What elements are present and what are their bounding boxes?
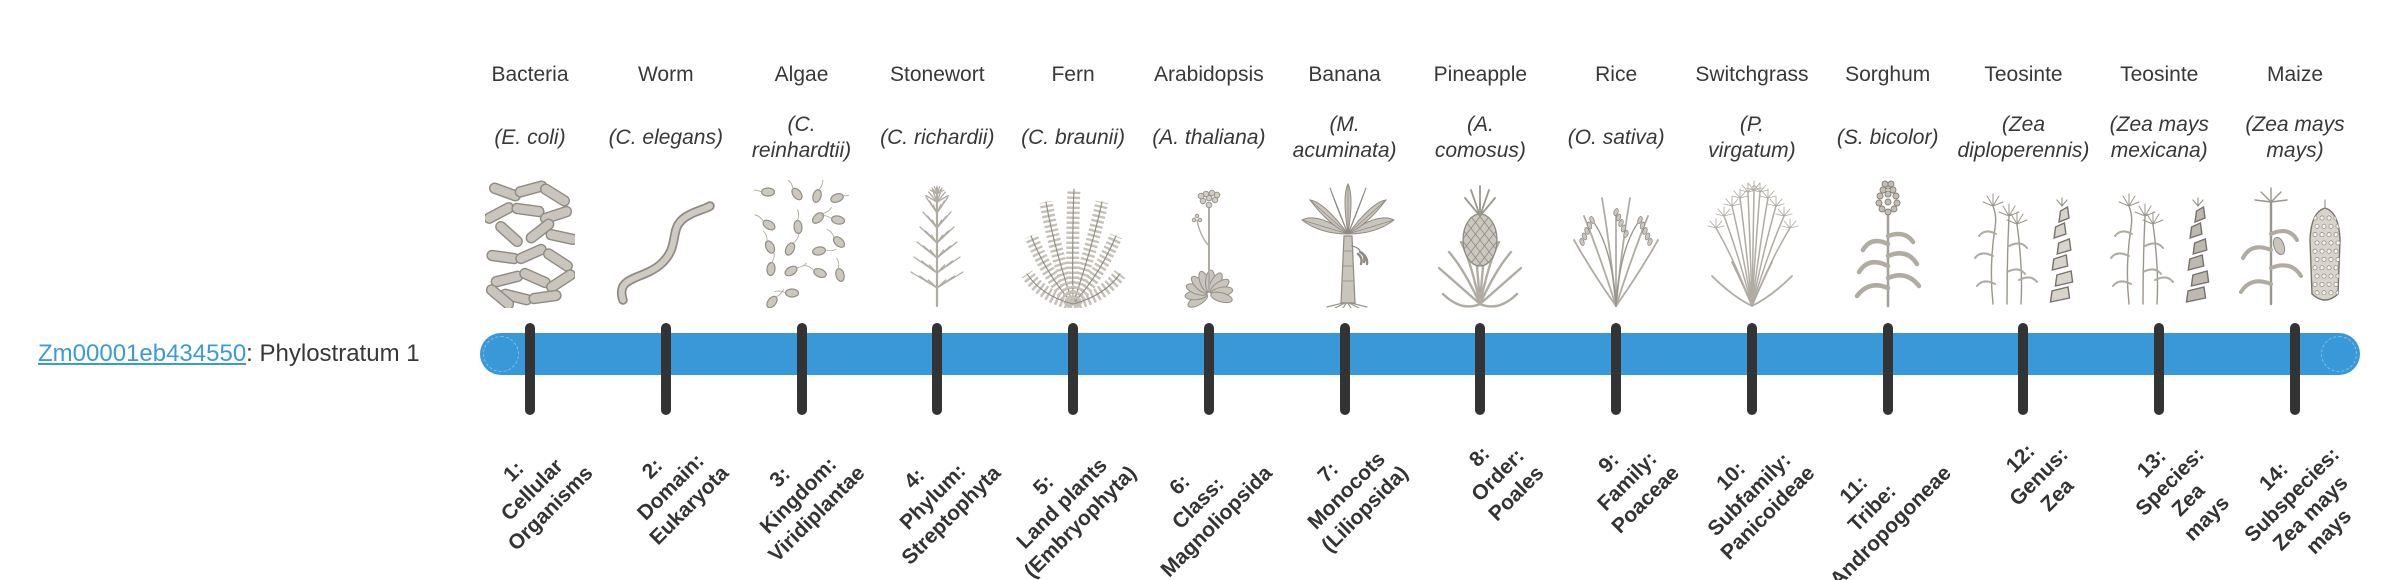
tick-mark	[1203, 323, 1214, 415]
organism-species: (Zea mays mays)	[2245, 112, 2345, 162]
gene-label: Zm00001eb434550: Phylostratum 1	[38, 340, 420, 368]
organism-species: (C. braunii)	[1021, 125, 1126, 149]
organism-illustration-holder	[2220, 166, 2370, 308]
organism-species: (O. sativa)	[1567, 125, 1665, 149]
organism-name: Switchgrass	[1695, 63, 1809, 86]
maize-illustration	[2239, 187, 2341, 306]
phylostratum-label: 8: Order: Poales	[1464, 442, 1549, 526]
organism-species: (S. bicolor)	[1836, 125, 1939, 149]
organism-species: (M. acuminata)	[1292, 112, 1397, 162]
organism-name: Sorghum	[1845, 63, 1931, 86]
organism-species: (A. comosus)	[1434, 112, 1526, 162]
organism-name: Pineapple	[1433, 63, 1528, 86]
phylostratum-label: 2: Domain: Eukaryota	[633, 449, 734, 550]
organism-name: Arabidopsis	[1153, 63, 1264, 86]
phylostratum-label: 6: Class: Magnoliopsida	[1156, 461, 1277, 580]
phylostratum-label: 14: Subspecies: Zea mays mays	[2240, 443, 2357, 559]
phylostratum-label: 11: Tribe: Andropogoneae	[1825, 461, 1956, 580]
gene-id-link[interactable]: Zm00001eb434550	[38, 340, 247, 367]
organism-name: Algae	[774, 63, 829, 86]
stonewort-illustration	[910, 185, 964, 308]
arabidopsis-illustration	[1184, 189, 1234, 308]
organism-species: (A. thaliana)	[1152, 125, 1266, 149]
tick-mark	[2154, 323, 2165, 415]
tick-mark	[1339, 323, 1350, 415]
phylostratum-label: 12: Genus: Zea	[2001, 439, 2079, 517]
organism-name: Rice	[1595, 63, 1638, 86]
tick-mark	[660, 323, 671, 415]
organism-illustration-holder	[1405, 166, 1555, 308]
algae-illustration	[754, 180, 850, 308]
organism-illustration-holder	[1813, 166, 1963, 308]
rice-illustration	[1573, 197, 1660, 307]
organism-illustration-holder	[455, 166, 605, 308]
organism-species: (C. elegans)	[608, 125, 723, 149]
organism-illustration-holder	[862, 166, 1012, 308]
tick-mark	[1611, 323, 1622, 415]
tick-mark	[1882, 323, 1893, 415]
organism-illustration-holder	[591, 166, 741, 308]
organism-species: (C. reinhardtii)	[751, 112, 852, 162]
phylostratum-label: 13: Species: Zea mays	[2131, 443, 2234, 546]
organism-illustration-holder	[1270, 166, 1420, 308]
phylostratum-label: 1: Cellular Organisms	[497, 454, 598, 556]
gene-label-suffix: : Phylostratum 1	[246, 340, 420, 367]
tick-mark	[796, 323, 807, 415]
banana-illustration	[1300, 182, 1395, 308]
organism-illustration-holder	[1677, 166, 1827, 308]
organism-name: Teosinte	[2120, 63, 2199, 86]
organism-species: (P. virgatum)	[1708, 112, 1796, 162]
worm-illustration	[616, 201, 715, 305]
phylostratum-label: 3: Kingdom: Viridiplantae	[755, 452, 870, 567]
fern-illustration	[1021, 188, 1126, 308]
organism-illustration-holder	[2084, 166, 2234, 308]
tick-mark	[2018, 323, 2029, 415]
organism-illustration-holder	[1541, 166, 1691, 308]
tick-mark	[2290, 323, 2300, 415]
sorghum-illustration	[1854, 180, 1921, 308]
organism-name: Teosinte	[1984, 63, 2063, 86]
timeline-bar	[480, 333, 2360, 375]
phylostratum-label: 4: Phylum: Streptophyta	[895, 459, 1006, 570]
tick-mark	[525, 323, 535, 415]
bacteria-illustration	[485, 180, 575, 308]
tick-mark	[1068, 323, 1079, 415]
organism-illustration-holder	[727, 166, 877, 308]
switchgrass-illustration	[1707, 180, 1799, 307]
organism-name: Bacteria	[491, 63, 569, 86]
organism-name: Banana	[1308, 63, 1381, 86]
organism-name: Worm	[637, 63, 694, 86]
tick-mark	[1475, 323, 1486, 415]
phylostratum-label: 7: Monocots (Liliopsida)	[1303, 447, 1413, 557]
tick-mark	[1746, 323, 1757, 415]
teosinte-mexicana-illustration	[2110, 193, 2210, 305]
organism-illustration-holder	[1948, 166, 2098, 308]
teosinte-diploperennis-illustration	[1974, 193, 2074, 305]
organism-name: Stonewort	[890, 63, 985, 86]
organism-species: (Zea diploperennis)	[1957, 112, 2090, 162]
tick-mark	[932, 323, 943, 415]
phylostratum-label: 5: Land plants (Embryophyta)	[1012, 453, 1141, 580]
pineapple-illustration	[1437, 185, 1523, 308]
organism-species: (Zea mays mexicana)	[2109, 112, 2209, 162]
organism-illustration-holder	[1134, 166, 1284, 308]
organism-species: (E. coli)	[494, 125, 566, 149]
organism-species: (C. richardii)	[880, 125, 995, 149]
organism-name: Fern	[1051, 63, 1095, 86]
organism-name: Maize	[2266, 63, 2324, 86]
phylostratum-label: 9: Family: Poaceae	[1593, 447, 1684, 539]
organism-illustration-holder	[998, 166, 1148, 308]
